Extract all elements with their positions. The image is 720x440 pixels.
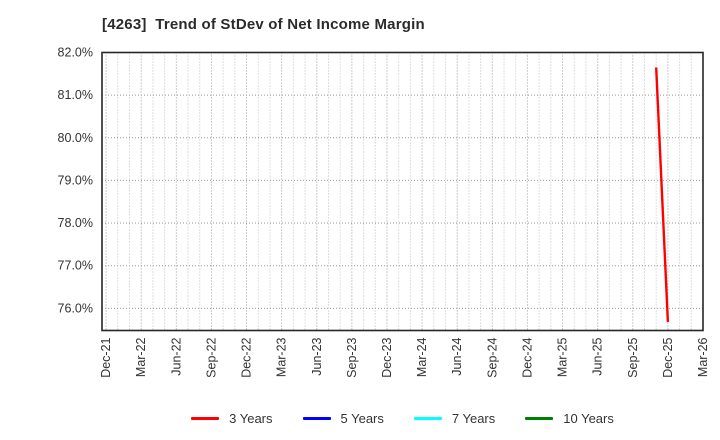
legend-item-10-years: 10 Years (525, 411, 614, 426)
x-tick-label: Jun-23 (310, 337, 324, 375)
x-tick-label: Dec-25 (661, 337, 675, 377)
y-tick-label: 81.0% (58, 88, 93, 102)
x-tick-label: Jun-22 (169, 337, 183, 375)
y-tick-label: 82.0% (58, 46, 93, 60)
x-tick-label: Dec-22 (240, 337, 254, 377)
x-tick-label: Dec-21 (99, 337, 113, 377)
x-tick-label: Jun-24 (450, 337, 464, 375)
x-tick-label: Mar-22 (134, 337, 148, 377)
legend-swatch-icon (525, 416, 554, 420)
x-tick-label: Mar-23 (275, 337, 289, 377)
legend-item-5-years: 5 Years (302, 410, 384, 426)
x-tick-label: Sep-24 (485, 337, 499, 377)
legend-label: 7 Years (451, 410, 496, 426)
x-tick-label: Jun-25 (591, 337, 605, 375)
legend-label: 10 Years (563, 410, 614, 426)
legend-label: 3 Years (229, 410, 273, 426)
y-tick-label: 77.0% (58, 259, 93, 273)
x-tick-label: Dec-24 (520, 337, 534, 377)
plot-border (101, 51, 704, 332)
series-line-3-years (654, 67, 670, 323)
x-tick-label: Sep-25 (626, 337, 640, 377)
x-tick-label: Mar-26 (696, 337, 710, 377)
y-tick-label: 79.0% (58, 173, 93, 187)
chart-title: [4263] Trend of StDev of Net Income Marg… (102, 16, 425, 33)
x-tick-label: Dec-23 (380, 337, 394, 377)
legend: 3 Years 5 Years 7 Years 10 Years (102, 406, 703, 430)
legend-swatch-icon (302, 416, 331, 420)
y-tick-label: 76.0% (58, 301, 93, 315)
x-tick-label: Mar-24 (415, 337, 429, 377)
legend-swatch-icon (191, 416, 220, 420)
x-tick-label: Sep-22 (204, 337, 218, 377)
y-tick-label: 80.0% (58, 131, 93, 145)
legend-label: 5 Years (340, 410, 384, 426)
x-tick-label: Mar-25 (556, 337, 570, 377)
legend-item-3-years: 3 Years (191, 410, 273, 426)
legend-swatch-icon (413, 416, 442, 420)
y-tick-label: 78.0% (58, 216, 93, 230)
legend-item-7-years: 7 Years (413, 410, 496, 426)
x-tick-label: Sep-23 (345, 337, 359, 377)
